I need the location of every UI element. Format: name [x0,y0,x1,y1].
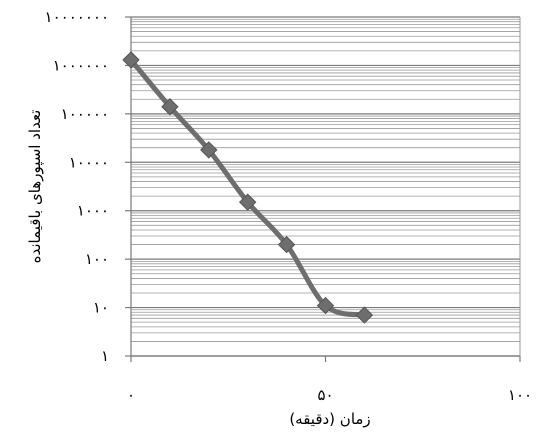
x-axis-label: زمان (دقیقه) [289,410,370,428]
y-tick-label: ۱۰۰۰۰۰۰۰ [45,8,109,26]
grid-lines [131,16,520,357]
series-markers [122,51,374,324]
x-tick-label: ۵۰ [317,386,333,404]
y-tick-label: ۱۰۰۰۰۰۰ [53,56,109,74]
x-tick-labels: ۰ ۵۰ ۱۰۰ [127,386,532,404]
y-tick-label: ۱۰۰۰۰ [69,153,109,171]
data-point-marker [161,98,179,116]
data-point-marker [316,296,335,315]
x-tick-label: ۱۰۰ [508,386,532,404]
axes [125,16,521,362]
data-point-marker [355,306,374,324]
data-point-marker [277,235,296,254]
y-tick-label: ۱۰۰۰ [77,202,109,220]
y-tick-label: ۱۰۰۰۰۰ [61,105,109,123]
y-tick-label: ۱ [101,347,109,365]
data-point-marker [238,193,257,211]
data-point-marker [122,51,140,69]
y-tick-labels: ۱ ۱۰ ۱۰۰ ۱۰۰۰ ۱۰۰۰۰ ۱۰۰۰۰۰ ۱۰۰۰۰۰۰ ۱۰۰۰۰۰۰۰ [45,8,109,365]
y-tick-label: ۱۰۰ [85,250,109,268]
x-tick-label: ۰ [127,386,135,404]
y-axis-label: تعداد اسپورهای باقیمانده [26,110,45,264]
data-point-marker [200,141,218,159]
y-tick-label: ۱۰ [93,299,109,317]
